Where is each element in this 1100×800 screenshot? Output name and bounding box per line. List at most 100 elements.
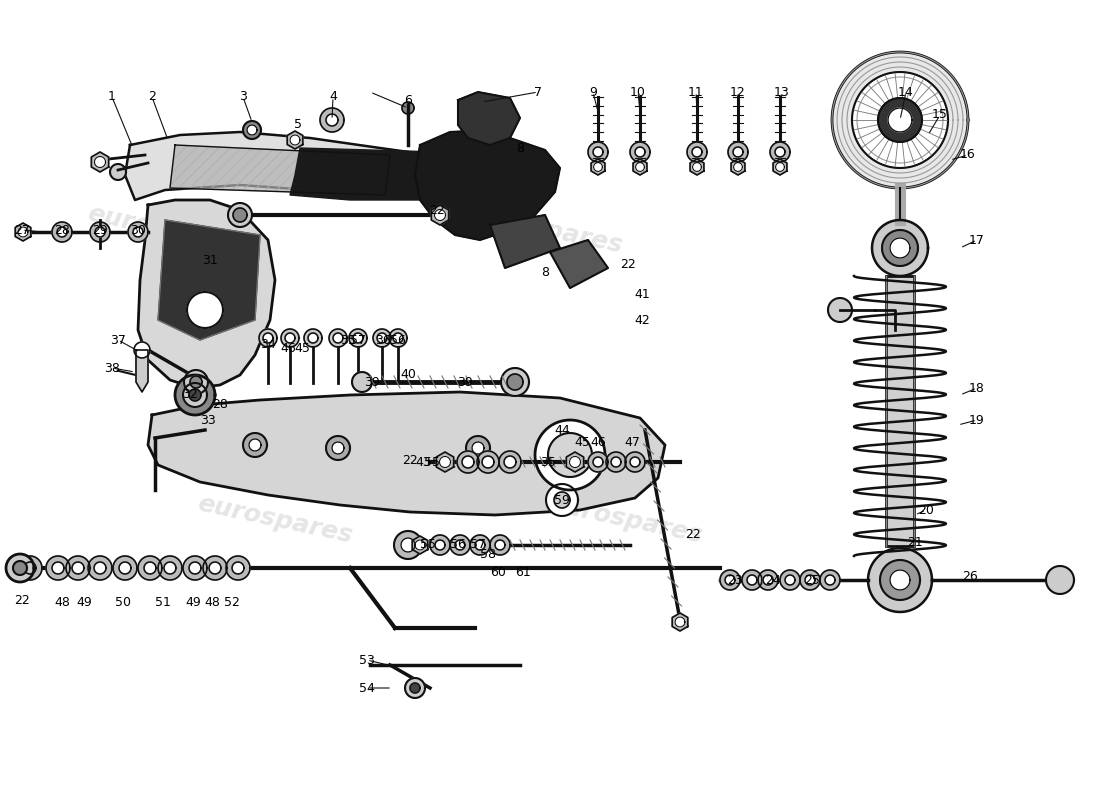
Polygon shape: [610, 457, 621, 467]
Polygon shape: [243, 433, 267, 457]
Text: 8: 8: [541, 266, 549, 278]
Polygon shape: [226, 556, 250, 580]
Polygon shape: [187, 292, 223, 328]
Polygon shape: [170, 145, 390, 195]
Polygon shape: [332, 442, 344, 454]
Polygon shape: [94, 562, 106, 574]
Polygon shape: [758, 570, 778, 590]
Polygon shape: [500, 368, 529, 396]
Text: 45: 45: [574, 437, 590, 450]
Text: 34: 34: [260, 338, 276, 351]
Text: 32: 32: [183, 389, 198, 402]
Polygon shape: [24, 562, 36, 574]
Polygon shape: [630, 457, 640, 467]
Polygon shape: [15, 223, 31, 241]
Text: 57: 57: [350, 334, 366, 346]
Polygon shape: [66, 556, 90, 580]
Polygon shape: [675, 617, 685, 627]
Text: 57: 57: [470, 538, 486, 551]
Polygon shape: [308, 333, 318, 343]
Polygon shape: [136, 350, 149, 392]
Text: 24: 24: [766, 574, 781, 586]
Polygon shape: [285, 333, 295, 343]
Polygon shape: [431, 205, 449, 225]
Polygon shape: [175, 375, 214, 415]
Polygon shape: [828, 298, 852, 322]
Polygon shape: [458, 92, 520, 145]
Polygon shape: [6, 554, 34, 582]
Polygon shape: [326, 436, 350, 460]
Polygon shape: [593, 457, 603, 467]
Polygon shape: [763, 575, 773, 585]
Text: 55: 55: [420, 538, 436, 551]
Polygon shape: [88, 556, 112, 580]
Text: 48: 48: [54, 595, 70, 609]
Text: 28: 28: [212, 398, 228, 411]
Polygon shape: [13, 561, 28, 575]
Text: eurospares: eurospares: [465, 202, 625, 258]
Polygon shape: [133, 227, 143, 237]
Text: 30: 30: [130, 223, 146, 237]
Polygon shape: [773, 159, 786, 175]
Polygon shape: [820, 570, 840, 590]
Polygon shape: [566, 452, 584, 472]
Polygon shape: [625, 452, 645, 472]
Polygon shape: [304, 329, 322, 347]
Polygon shape: [373, 329, 390, 347]
Text: 28: 28: [54, 223, 70, 237]
Polygon shape: [482, 456, 494, 468]
Polygon shape: [415, 130, 560, 240]
Polygon shape: [780, 570, 800, 590]
Text: 22: 22: [685, 529, 701, 542]
Polygon shape: [119, 562, 131, 574]
FancyBboxPatch shape: [886, 276, 914, 546]
Polygon shape: [18, 556, 42, 580]
Text: 9: 9: [590, 86, 597, 98]
Polygon shape: [95, 227, 104, 237]
Polygon shape: [456, 451, 478, 473]
Text: 1: 1: [108, 90, 115, 103]
Polygon shape: [394, 531, 422, 559]
Polygon shape: [800, 570, 820, 590]
Polygon shape: [164, 562, 176, 574]
Polygon shape: [320, 108, 344, 132]
Text: 51: 51: [155, 595, 170, 609]
Polygon shape: [258, 329, 277, 347]
Text: 56: 56: [390, 334, 406, 346]
Text: 59: 59: [554, 494, 570, 506]
Polygon shape: [280, 329, 299, 347]
Polygon shape: [333, 333, 343, 343]
Text: 46: 46: [280, 342, 296, 354]
Text: 22: 22: [620, 258, 636, 271]
Polygon shape: [548, 433, 592, 477]
Polygon shape: [606, 452, 626, 472]
Text: 58: 58: [480, 549, 496, 562]
Polygon shape: [594, 162, 603, 171]
Text: 49: 49: [76, 595, 92, 609]
Text: 56: 56: [450, 538, 466, 551]
Polygon shape: [588, 142, 608, 162]
Polygon shape: [635, 147, 645, 157]
Polygon shape: [402, 538, 415, 552]
Polygon shape: [326, 114, 338, 126]
Text: 47: 47: [624, 437, 640, 450]
Polygon shape: [570, 457, 581, 467]
Polygon shape: [742, 570, 762, 590]
Text: 35: 35: [340, 334, 356, 346]
Text: 2: 2: [148, 90, 156, 103]
Polygon shape: [455, 540, 465, 550]
Polygon shape: [440, 457, 451, 467]
Polygon shape: [495, 540, 505, 550]
Polygon shape: [290, 135, 300, 145]
Polygon shape: [535, 420, 605, 490]
Text: 25: 25: [804, 574, 820, 586]
Polygon shape: [591, 159, 605, 175]
Polygon shape: [1046, 566, 1074, 594]
Polygon shape: [880, 560, 920, 600]
Text: 3: 3: [239, 90, 246, 103]
Polygon shape: [437, 452, 453, 472]
Text: 49: 49: [185, 595, 201, 609]
Polygon shape: [91, 152, 109, 172]
Text: 10: 10: [630, 86, 646, 98]
Text: 22: 22: [403, 454, 418, 466]
